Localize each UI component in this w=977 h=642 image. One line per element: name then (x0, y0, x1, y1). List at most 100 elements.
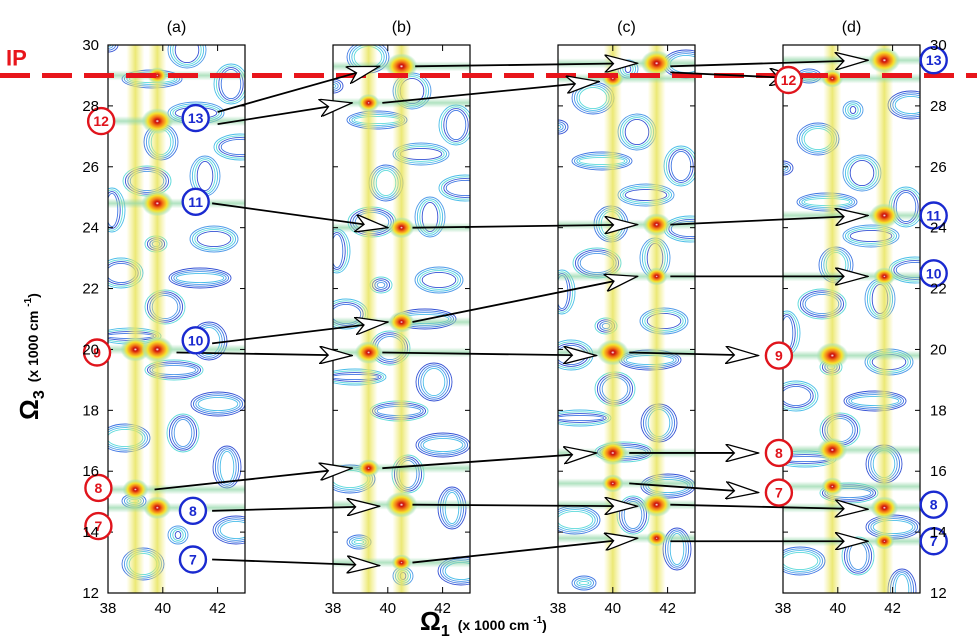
panel-title: (b) (392, 19, 412, 36)
contour-line (416, 268, 462, 292)
contour-line (170, 269, 230, 287)
ridge-band (148, 45, 167, 593)
badge-circle (178, 496, 208, 525)
contour-line (175, 272, 225, 284)
state-badge: 8 (764, 438, 794, 468)
contour-line (558, 119, 569, 135)
badge-label: 7 (775, 485, 783, 501)
peak-marker (141, 336, 174, 363)
ridge-band (108, 344, 245, 355)
peak-marker (874, 533, 895, 550)
state-badge: 7 (764, 478, 794, 507)
contour-line (420, 436, 466, 454)
transition-arrow (382, 352, 596, 355)
ridge-band (783, 444, 920, 455)
badge-label: 13 (926, 52, 942, 68)
peak-marker (821, 477, 844, 496)
transition-arrow (412, 538, 637, 564)
y-tick-label-left: 14 (82, 524, 99, 541)
contour-line (422, 367, 446, 397)
state-badge: 8 (919, 490, 948, 519)
contour-line (578, 580, 590, 586)
peak-marker (821, 69, 844, 88)
contour-line (573, 577, 595, 589)
contour-line (191, 227, 237, 251)
state-badge: 8 (84, 473, 113, 503)
badge-circle (764, 438, 794, 468)
badge-circle (178, 545, 208, 574)
badge-label: 12 (781, 72, 797, 88)
contour-line (848, 394, 902, 408)
panel-title: (a) (167, 19, 187, 36)
badge-circle (82, 338, 112, 367)
x-tick-label: 40 (829, 600, 846, 617)
peak-marker (817, 437, 848, 463)
badge-circle (181, 187, 210, 216)
peak-marker (645, 267, 668, 286)
x-tick-label: 42 (884, 600, 901, 617)
contour-line (171, 417, 195, 449)
state-badge: 11 (181, 187, 210, 216)
contour-line (219, 450, 235, 484)
ridge-band (783, 481, 920, 492)
contour-line (894, 95, 920, 115)
contour-line (844, 226, 898, 246)
badge-circle (919, 259, 948, 288)
contour-line (558, 269, 576, 315)
contour-line (419, 200, 441, 234)
transition-arrow (670, 505, 868, 510)
y-tick-label-right: 20 (930, 341, 947, 358)
y-tick-label-right: 28 (930, 98, 947, 115)
badge-circle (919, 490, 948, 519)
contour-line (445, 179, 470, 197)
contour-line (668, 149, 694, 183)
contour-line (895, 191, 917, 223)
badge-circle (181, 326, 210, 355)
state-badge: 13 (919, 46, 948, 75)
contour-line (417, 364, 451, 400)
x-tick-label: 42 (209, 600, 226, 617)
panel-frame (332, 44, 471, 594)
peak-marker (601, 69, 624, 88)
contour-line (173, 418, 193, 448)
contour-line (843, 390, 907, 412)
y-tick-label-left: 26 (82, 159, 99, 176)
state-badge: 12 (774, 65, 803, 95)
transition-arrow (212, 560, 379, 566)
contour-line (167, 45, 207, 69)
peak-marker (870, 496, 899, 520)
contour-line (108, 187, 126, 233)
contour-line (443, 178, 470, 198)
contour-line (333, 370, 385, 384)
contour-line (218, 67, 244, 101)
y-tick-label-right: 22 (930, 281, 947, 298)
contour-line (849, 105, 857, 115)
state-badge: 13 (181, 103, 210, 133)
y-tick-label-left: 12 (82, 585, 99, 602)
contour-line (414, 266, 464, 294)
badge-label: 11 (188, 194, 203, 210)
y-tick-label-left: 28 (82, 98, 99, 115)
contour-line (783, 384, 814, 408)
contour-line (558, 510, 594, 530)
peak-marker (122, 478, 149, 501)
transition-arrow (176, 352, 353, 355)
contour-line (192, 393, 244, 415)
badge-circle (774, 65, 803, 95)
peak-marker (385, 53, 418, 80)
contour-line (783, 551, 819, 571)
ridge-band (783, 73, 920, 84)
heatmap-area (108, 45, 245, 593)
y-tick-label-right: 18 (930, 402, 947, 419)
peak-marker (869, 203, 900, 228)
transition-arrow (412, 276, 637, 323)
heatmap-area (783, 45, 920, 593)
transition-arrow (629, 483, 758, 492)
contour-line (108, 427, 146, 449)
contour-line (217, 449, 237, 485)
contour-line (108, 192, 119, 228)
peak-marker (354, 341, 383, 364)
transition-arrow (217, 65, 380, 113)
contour-line (220, 138, 245, 156)
transition-arrow (415, 63, 637, 66)
